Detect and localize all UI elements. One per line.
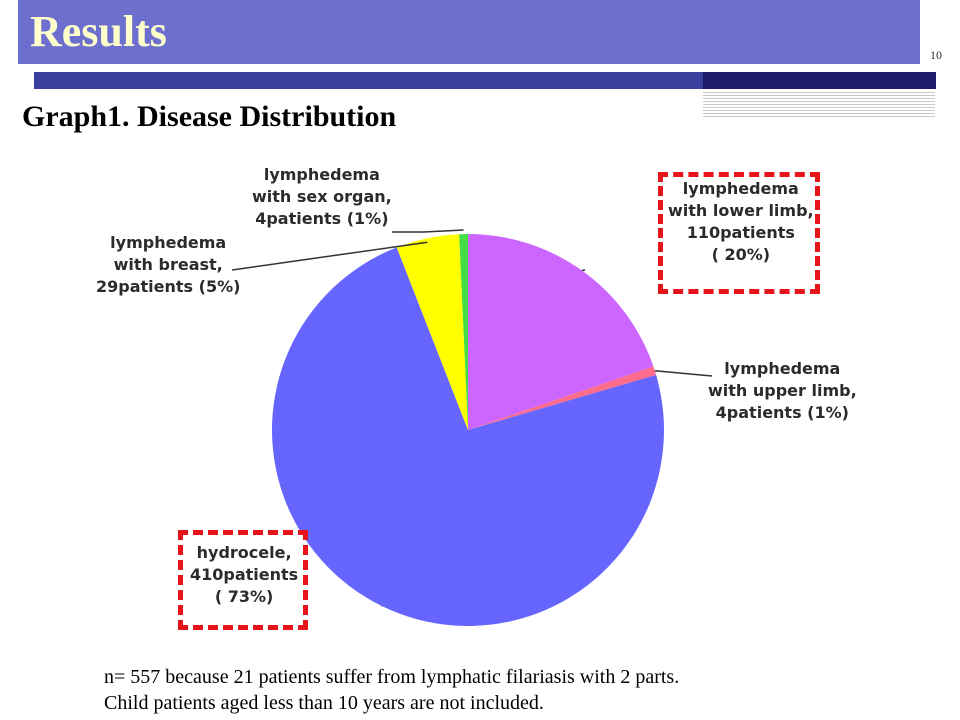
label-hydrocele: hydrocele, 410patients ( 73%)	[190, 543, 299, 606]
highlight-box-lower-limb	[658, 172, 820, 294]
slide-title: Results	[30, 7, 167, 56]
label-upper-limb: lymphedema with upper limb, 4patients (1…	[708, 359, 857, 422]
chart-subtitle: Graph1. Disease Distribution	[22, 100, 397, 133]
footnote-line-2: Child patients aged less than 10 years a…	[104, 692, 544, 714]
label-sex-organ: lymphedema with sex organ, 4patients (1%…	[252, 165, 392, 228]
header-rule-accent	[703, 72, 936, 89]
slice-sex-organ	[459, 234, 468, 430]
label-lower-limb: lymphedema with lower limb, 110patients …	[668, 179, 814, 264]
leader-line-breast	[231, 241, 428, 271]
slice-lower-limb	[468, 234, 654, 430]
page-number: 10	[930, 48, 942, 62]
highlight-box-hydrocele	[178, 530, 308, 630]
slice-breast	[396, 234, 468, 430]
leader-line-upper-limb	[654, 369, 713, 377]
slice-hydrocele	[271, 247, 664, 627]
footnote-line-1: n= 557 because 21 patients suffer from l…	[104, 666, 680, 688]
leader-line-sex-organ	[392, 229, 464, 233]
slice-upper-limb	[468, 366, 657, 430]
label-breast: lymphedema with breast, 29patients (5%)	[96, 233, 241, 296]
footnote: n= 557 because 21 patients suffer from l…	[104, 664, 679, 716]
pie-chart	[231, 229, 713, 627]
leader-line-lower-limb	[581, 269, 586, 272]
decorative-stripes	[703, 92, 935, 120]
title-bar	[18, 0, 920, 64]
